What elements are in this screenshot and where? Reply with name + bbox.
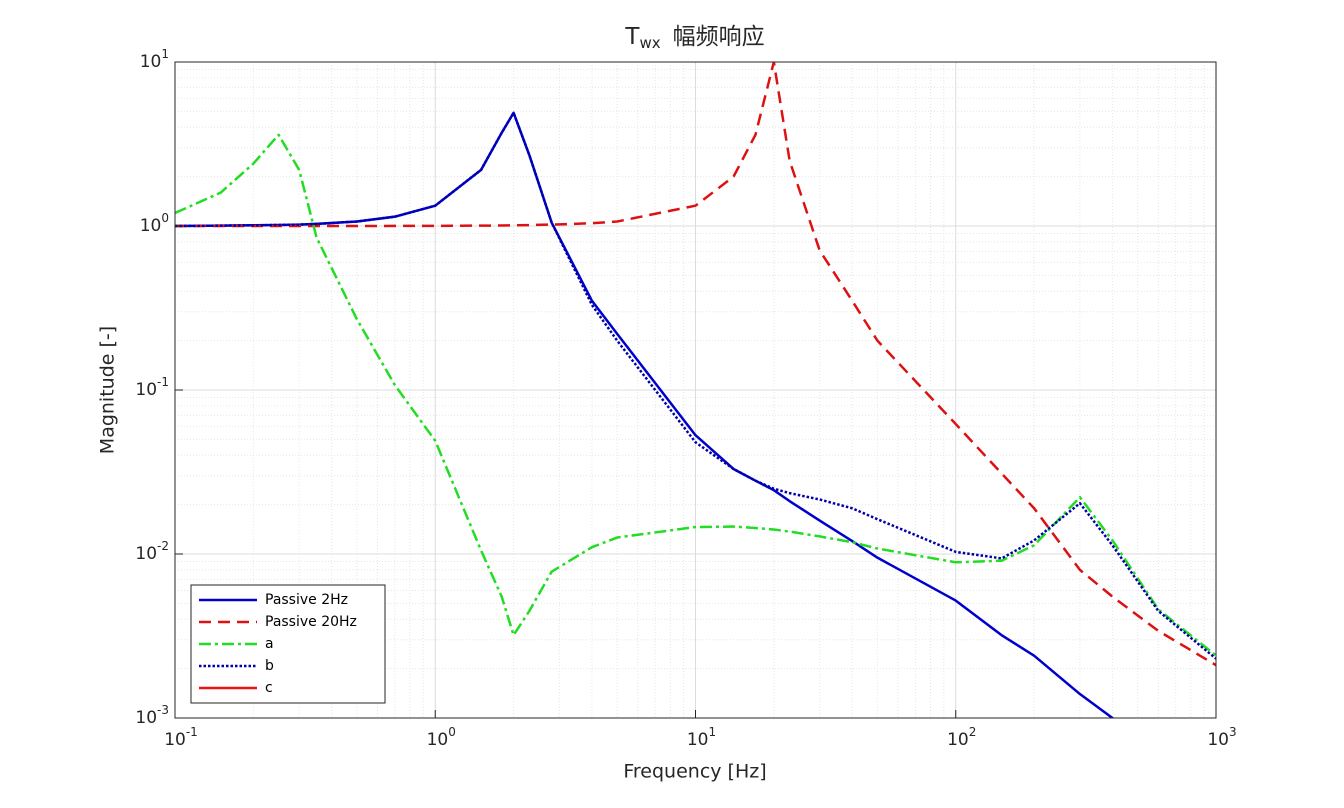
x-axis-label: Frequency [Hz] (623, 761, 766, 783)
y-axis-label: Magnitude [-] (97, 326, 119, 454)
legend-label: Passive 2Hz (265, 592, 348, 608)
tick-exponent: 1 (161, 47, 169, 61)
chart-title: Twx 幅频响应 (624, 24, 764, 52)
tick-label: 100 (140, 211, 169, 237)
tick-label: 103 (1207, 725, 1236, 751)
tick-label: 100 (427, 725, 456, 751)
tick-label: 102 (947, 725, 976, 751)
tick-label: 10-1 (135, 375, 169, 401)
tick-exponent: -1 (157, 375, 169, 389)
tick-base: 10 (687, 730, 709, 750)
tick-label: 101 (687, 725, 716, 751)
series-line (175, 111, 1216, 660)
title-rest: 幅频响应 (673, 24, 765, 50)
tick-exponent: 2 (969, 725, 977, 739)
grid (174, 61, 1217, 719)
legend-label: c (265, 680, 273, 696)
series-line (175, 62, 1216, 667)
tick-exponent: 0 (448, 725, 456, 739)
tick-base: 10 (427, 730, 449, 750)
tick-base: 10 (164, 730, 186, 750)
tick-base: 10 (140, 52, 162, 72)
tick-exponent: -3 (157, 703, 169, 717)
tick-label: 10-2 (135, 539, 169, 565)
tick-label: 10-1 (164, 725, 198, 751)
tick-base: 10 (947, 730, 969, 750)
tick-exponent: 1 (709, 725, 717, 739)
tick-base: 10 (1207, 730, 1229, 750)
tick-exponent: -1 (186, 725, 198, 739)
title-sub: wx (639, 34, 660, 52)
title-main: T (624, 24, 640, 50)
legend-label: b (265, 658, 274, 674)
tick-label: 10-3 (135, 703, 169, 729)
tick-base: 10 (135, 380, 157, 400)
tick-base: 10 (135, 544, 157, 564)
series-line (175, 133, 1216, 657)
tick-exponent: 0 (161, 211, 169, 225)
tick-label: 101 (140, 47, 169, 73)
legend: Passive 2Hz Passive 20Hz abc (190, 584, 386, 704)
tick-exponent: -2 (157, 539, 169, 553)
legend-label: a (265, 636, 274, 652)
tick-base: 10 (140, 216, 162, 236)
legend-label: Passive 20Hz (265, 614, 357, 630)
tick-exponent: 3 (1229, 725, 1237, 739)
tick-base: 10 (135, 708, 157, 728)
lines (175, 62, 1216, 718)
